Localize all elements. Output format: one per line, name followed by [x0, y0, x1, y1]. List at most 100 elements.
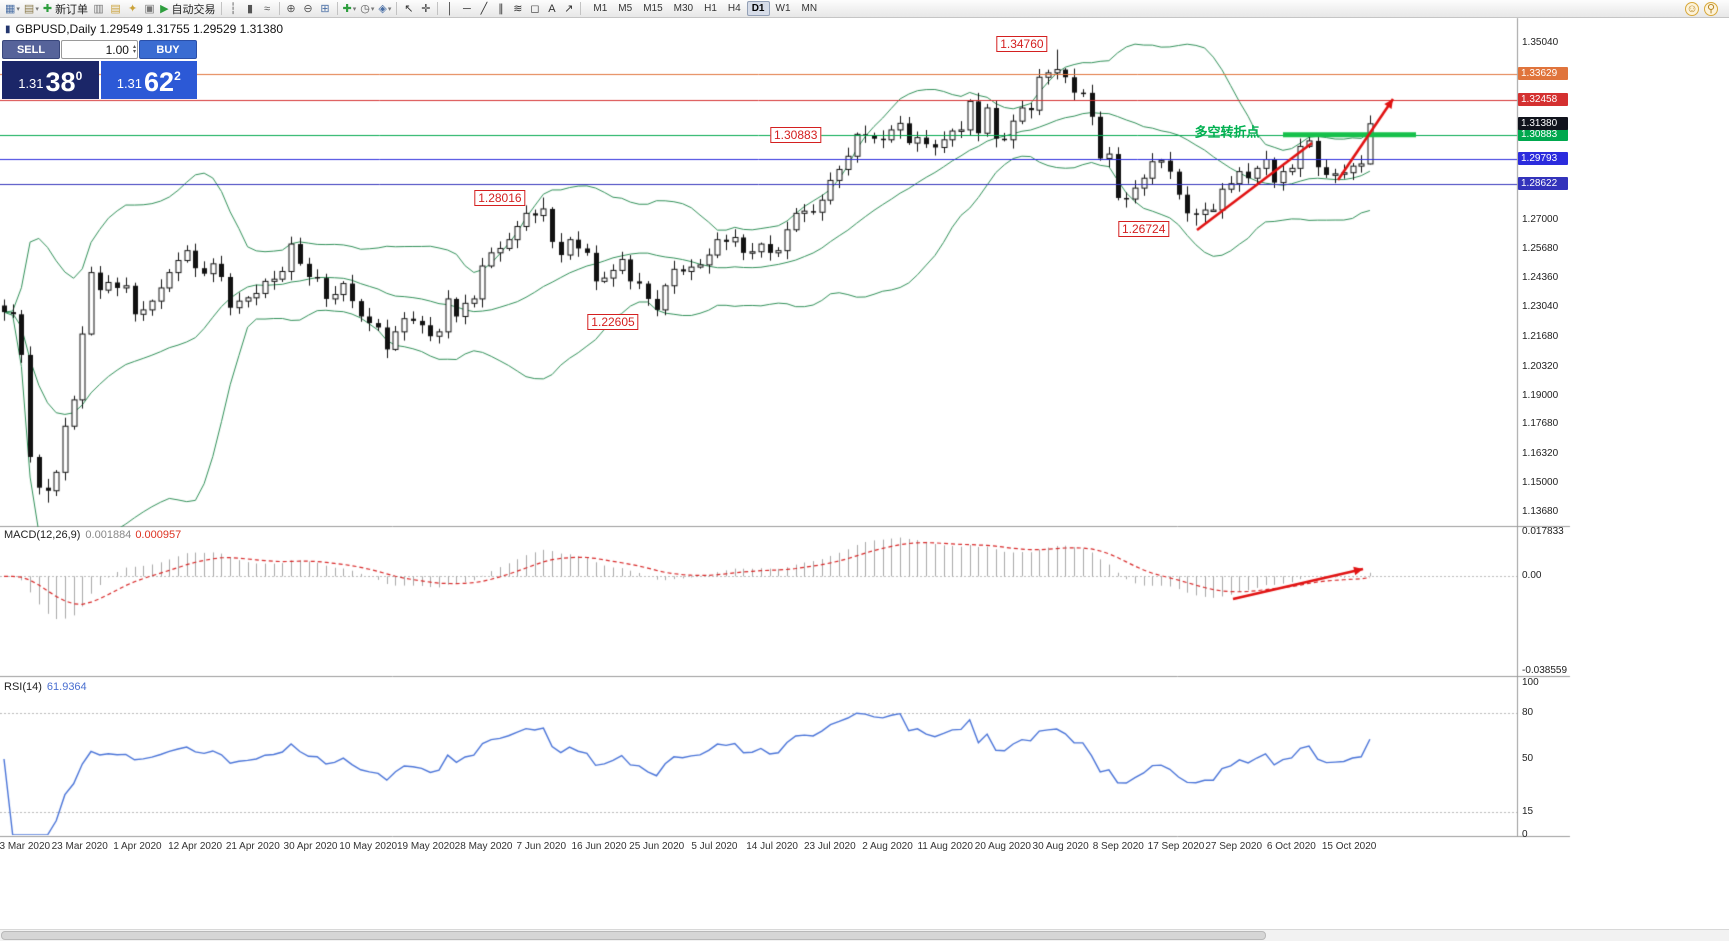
toolbar-right-group: ☺ ⚲: [1685, 1, 1726, 16]
autotrading-button-label: 自动交易: [171, 3, 216, 16]
trendline-icon: ╱: [480, 2, 488, 15]
fibonacci-icon[interactable]: ≋: [509, 1, 526, 17]
new-order-button[interactable]: ✚ 新订单: [41, 1, 90, 17]
timeframe-h1-button[interactable]: H1: [704, 3, 717, 14]
terminal-icon: ▣: [144, 2, 155, 15]
data-window-icon[interactable]: ▤: [107, 1, 124, 17]
timeframe-m15-button[interactable]: M15: [643, 3, 663, 14]
sell-price-display[interactable]: 1.31 38 0: [2, 61, 99, 99]
vertical-line-icon[interactable]: │: [441, 1, 458, 17]
new-order-button-label: 新订单: [55, 3, 89, 16]
new-order-button: ✚: [42, 2, 53, 15]
data-window-icon: ▤: [110, 2, 121, 15]
bar-chart-icon: ┆: [229, 2, 237, 15]
zoom-out-icon: ⊖: [303, 2, 313, 15]
market-watch-icon[interactable]: ▥: [90, 1, 107, 17]
line-chart-icon: ≈: [264, 2, 271, 15]
tile-windows-icon: ⊞: [320, 2, 330, 15]
cursor-icon: ↖: [404, 2, 414, 15]
autotrading-button: ▶: [160, 2, 169, 15]
cursor-icon[interactable]: ↖: [400, 1, 417, 17]
profiles-icon[interactable]: ▤ ▾: [22, 1, 41, 17]
volume-value[interactable]: 1.00: [105, 42, 129, 57]
dropdown-arrow-icon[interactable]: ▾: [370, 5, 375, 13]
buy-price-display[interactable]: 1.31 62 2: [100, 61, 197, 99]
search-icon: ⚲: [1706, 2, 1716, 15]
templates-button[interactable]: ◈ ▾: [376, 1, 393, 17]
indicators-button[interactable]: ✚ ▾: [341, 1, 359, 17]
dropdown-arrow-icon[interactable]: ▾: [16, 5, 20, 13]
navigator-icon: ✦: [127, 2, 138, 15]
vertical-line-icon: │: [446, 2, 454, 15]
bar-chart-icon[interactable]: ┆: [225, 1, 242, 17]
toolbar-separator: [220, 2, 222, 15]
candlestick-chart-icon[interactable]: ▮: [242, 1, 259, 17]
periods-button[interactable]: ◷ ▾: [358, 1, 376, 17]
shapes-icon[interactable]: ◻: [526, 1, 543, 17]
line-chart-icon[interactable]: ≈: [259, 1, 276, 17]
navigator-icon[interactable]: ✦: [124, 1, 141, 17]
text-icon[interactable]: A: [543, 1, 560, 17]
chart-symbol-icon: ▮: [5, 23, 11, 35]
timeframe-m30-button[interactable]: M30: [673, 3, 694, 14]
templates-button: ◈: [378, 2, 387, 15]
rsi-title: RSI(14): [4, 681, 42, 693]
timeframe-bar: M1 M5 M15 M30 H1 H4 D1 W1 MN: [588, 1, 822, 16]
candlestick-chart-icon: ▮: [247, 2, 254, 15]
fibonacci-icon: ≋: [513, 2, 523, 15]
buy-button[interactable]: BUY: [139, 40, 197, 59]
new-chart-icon[interactable]: ▦ ▾: [3, 1, 22, 17]
volume-up-button[interactable]: ▴: [132, 43, 136, 50]
scrollbar-thumb[interactable]: [1, 931, 1266, 940]
dropdown-arrow-icon[interactable]: ▾: [387, 5, 392, 13]
timeframe-w1-button[interactable]: W1: [775, 3, 791, 14]
zoom-in-icon[interactable]: ⊕: [283, 1, 300, 17]
arrows-icon[interactable]: ↗: [560, 1, 577, 17]
zoom-in-icon: ⊕: [286, 2, 296, 15]
text-icon: A: [548, 2, 556, 15]
new-chart-icon: ▦: [5, 2, 16, 15]
chart-ohlc-readout: ▮ GBPUSD,Daily 1.29549 1.31755 1.29529 1…: [5, 22, 283, 36]
timeframe-h4-button[interactable]: H4: [727, 3, 741, 14]
toolbar-separator: [437, 2, 439, 15]
one-click-trading-panel[interactable]: SELL 1.00 ▴ ▾ BUY 1.31 38 0 1.31 62 2: [2, 40, 197, 99]
chart-ohlc-text: GBPUSD,Daily 1.29549 1.31755 1.29529 1.3…: [15, 22, 284, 36]
community-icon[interactable]: ☺: [1685, 1, 1699, 16]
search-icon[interactable]: ⚲: [1704, 1, 1718, 16]
market-watch-icon: ▥: [93, 2, 104, 15]
periods-button: ◷: [360, 2, 370, 15]
horizontal-line-icon[interactable]: ─: [458, 1, 475, 17]
volume-down-button[interactable]: ▾: [132, 48, 136, 55]
timeframe-mn-button[interactable]: MN: [801, 3, 818, 14]
equidistant-channel-icon[interactable]: ∥: [492, 1, 509, 17]
community-icon: ☺: [1686, 2, 1698, 15]
zoom-out-icon[interactable]: ⊖: [300, 1, 317, 17]
buy-price-base: 1.31: [116, 76, 143, 91]
arrows-icon: ↗: [564, 2, 574, 15]
terminal-icon[interactable]: ▣: [141, 1, 158, 17]
sell-price-sup: 0: [75, 69, 83, 83]
macd-main-value: 0.001884: [85, 529, 132, 541]
equidistant-channel-icon: ∥: [498, 2, 504, 15]
autotrading-button[interactable]: ▶ 自动交易: [158, 1, 217, 17]
trendline-icon[interactable]: ╱: [475, 1, 492, 17]
timeframe-m1-button[interactable]: M1: [593, 3, 608, 14]
dropdown-arrow-icon[interactable]: ▾: [35, 5, 39, 13]
toolbar-separator: [278, 2, 280, 15]
tile-windows-icon[interactable]: ⊞: [317, 1, 334, 17]
dropdown-arrow-icon[interactable]: ▾: [352, 5, 357, 13]
profiles-icon: ▤: [23, 2, 35, 15]
crosshair-icon[interactable]: ✛: [417, 1, 434, 17]
timeframe-d1-button[interactable]: D1: [746, 1, 770, 16]
volume-input[interactable]: 1.00 ▴ ▾: [61, 40, 138, 59]
sell-price-pips: 38: [45, 67, 76, 97]
horizontal-scrollbar[interactable]: [0, 929, 1729, 941]
shapes-icon: ◻: [530, 2, 540, 15]
rsi-value: 61.9364: [46, 681, 87, 693]
timeframe-m5-button[interactable]: M5: [618, 3, 633, 14]
sell-button[interactable]: SELL: [2, 40, 60, 59]
toolbar-separator: [336, 2, 338, 15]
buy-price-pips: 62: [144, 67, 175, 97]
